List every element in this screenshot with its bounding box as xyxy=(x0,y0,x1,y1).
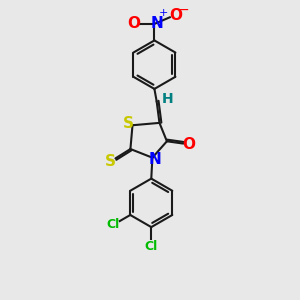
Text: Cl: Cl xyxy=(106,218,120,231)
Text: O: O xyxy=(182,137,195,152)
Text: S: S xyxy=(105,154,116,169)
Text: S: S xyxy=(123,116,134,130)
Text: N: N xyxy=(149,152,161,167)
Text: O: O xyxy=(127,16,140,32)
Text: +: + xyxy=(158,8,168,18)
Text: H: H xyxy=(162,92,173,106)
Text: O: O xyxy=(169,8,182,22)
Text: N: N xyxy=(150,16,163,32)
Text: −: − xyxy=(178,3,189,16)
Text: Cl: Cl xyxy=(145,241,158,254)
